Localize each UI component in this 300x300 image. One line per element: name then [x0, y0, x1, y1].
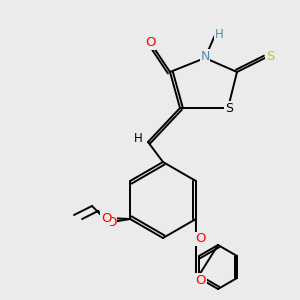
Text: N: N: [200, 50, 210, 62]
Text: H: H: [214, 28, 224, 41]
Text: O: O: [196, 274, 206, 286]
Text: O: O: [196, 232, 206, 245]
Text: O: O: [101, 212, 111, 224]
Text: O: O: [145, 37, 155, 50]
Text: H: H: [134, 131, 142, 145]
Text: S: S: [266, 50, 274, 64]
Text: S: S: [225, 101, 233, 115]
Text: O: O: [106, 215, 116, 229]
